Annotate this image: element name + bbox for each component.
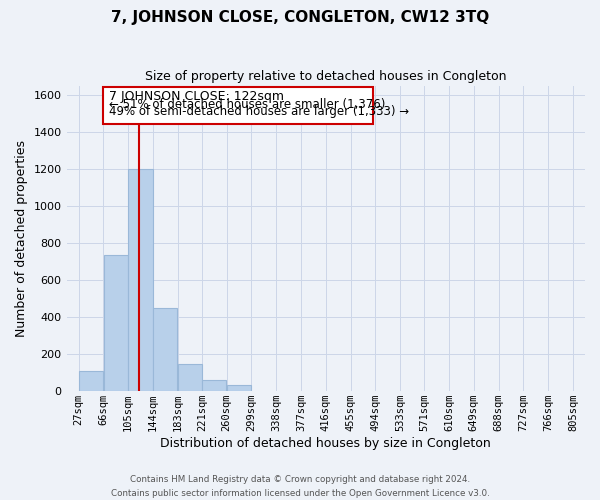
Bar	[227, 384, 251, 391]
Bar	[202, 380, 226, 391]
Text: 7 JOHNSON CLOSE: 122sqm: 7 JOHNSON CLOSE: 122sqm	[109, 90, 284, 103]
Text: 7, JOHNSON CLOSE, CONGLETON, CW12 3TQ: 7, JOHNSON CLOSE, CONGLETON, CW12 3TQ	[111, 10, 489, 25]
Y-axis label: Number of detached properties: Number of detached properties	[15, 140, 28, 337]
Bar	[153, 308, 178, 391]
Text: ← 51% of detached houses are smaller (1,376): ← 51% of detached houses are smaller (1,…	[109, 98, 385, 111]
Bar	[79, 371, 103, 391]
Text: 49% of semi-detached houses are larger (1,333) →: 49% of semi-detached houses are larger (…	[109, 106, 409, 118]
FancyBboxPatch shape	[103, 88, 373, 124]
Title: Size of property relative to detached houses in Congleton: Size of property relative to detached ho…	[145, 70, 506, 83]
Text: Contains HM Land Registry data © Crown copyright and database right 2024.
Contai: Contains HM Land Registry data © Crown c…	[110, 476, 490, 498]
X-axis label: Distribution of detached houses by size in Congleton: Distribution of detached houses by size …	[160, 437, 491, 450]
Bar	[178, 364, 202, 391]
Bar	[104, 255, 128, 391]
Bar	[128, 169, 152, 391]
